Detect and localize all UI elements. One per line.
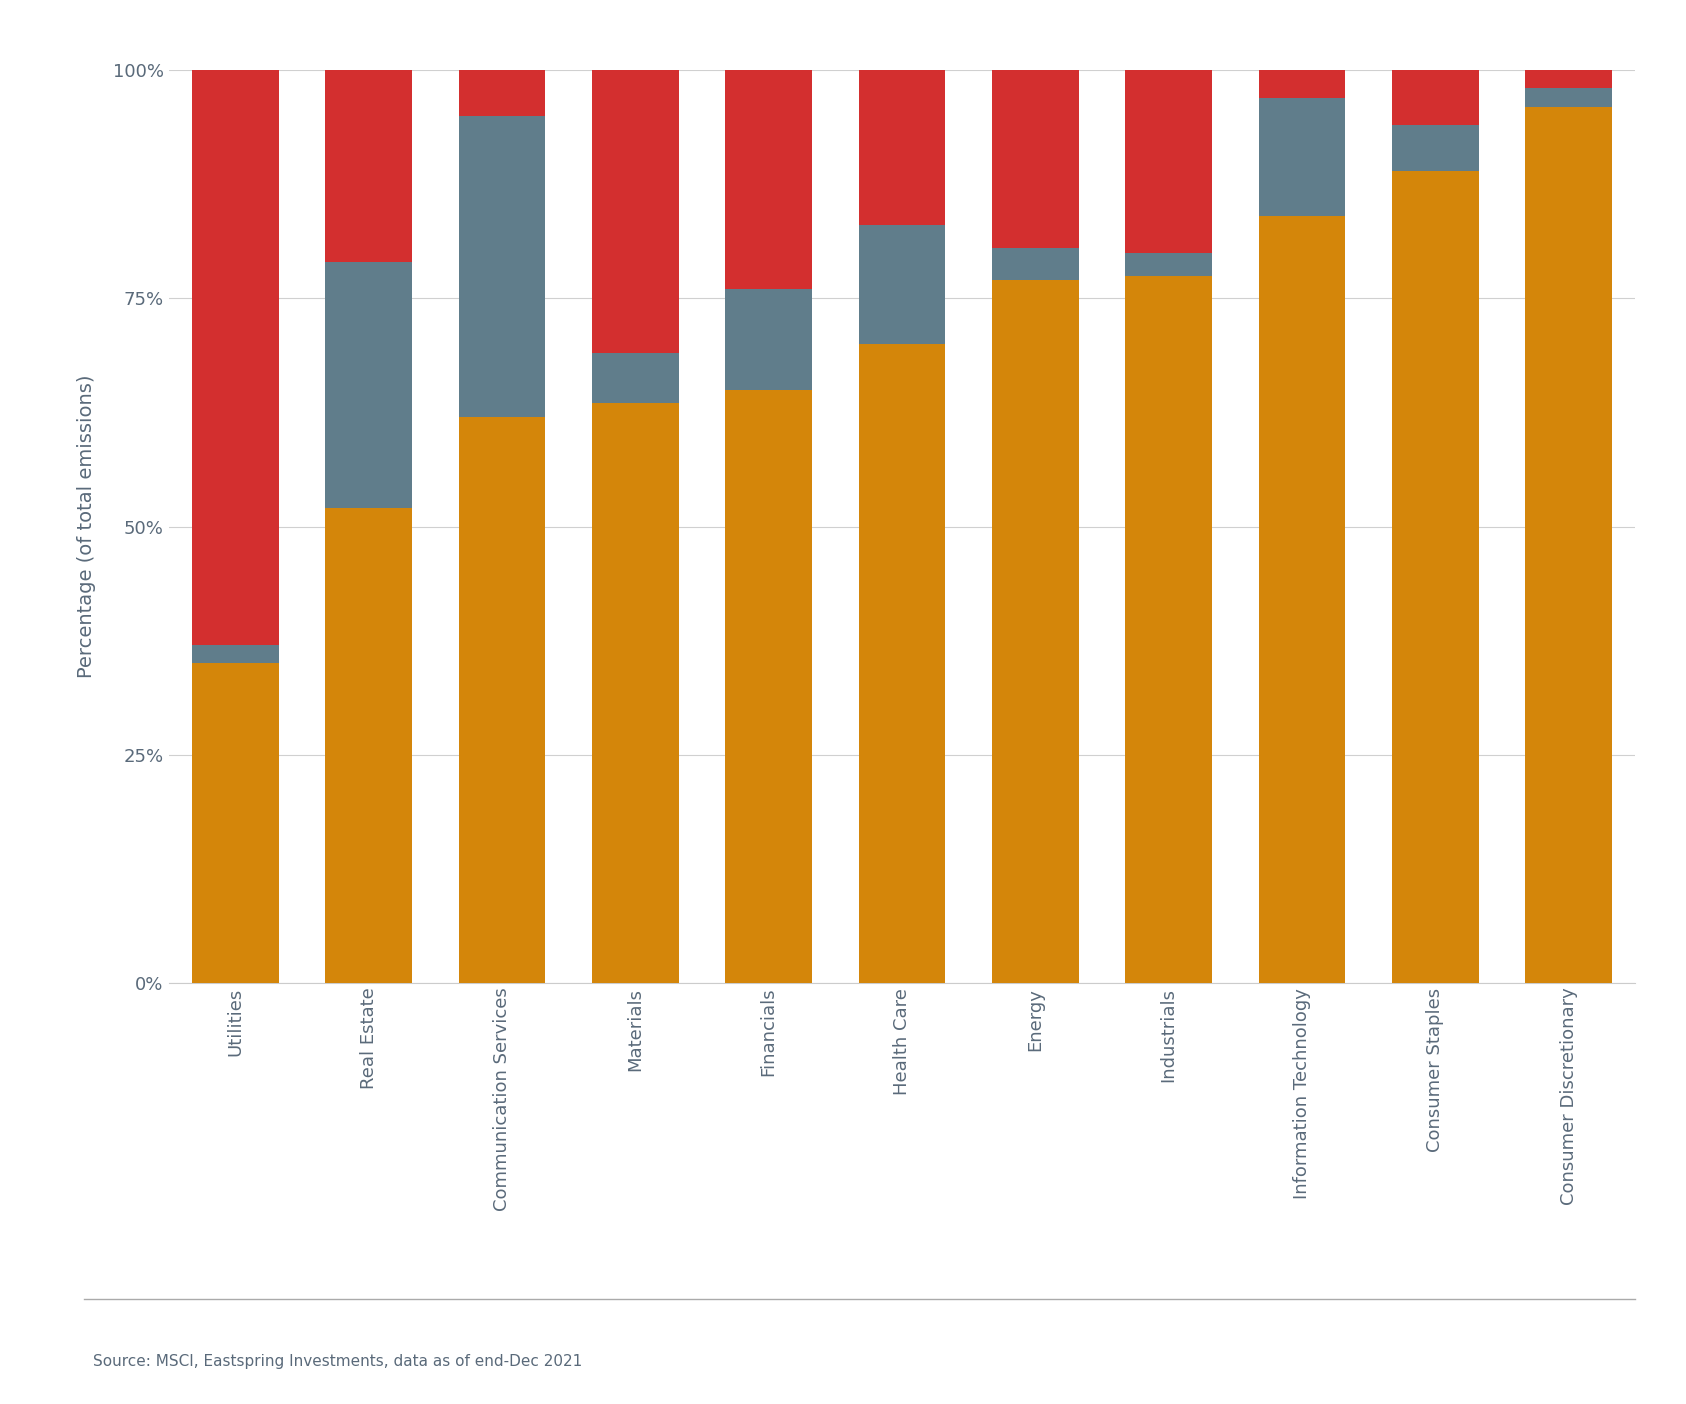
Text: Source: MSCI, Eastspring Investments, data as of end-Dec 2021: Source: MSCI, Eastspring Investments, da…: [93, 1353, 582, 1369]
Bar: [991, 279, 1079, 983]
Bar: [459, 117, 545, 417]
Bar: [459, 70, 545, 117]
Bar: [1259, 98, 1345, 216]
Bar: [858, 225, 946, 344]
Bar: [858, 70, 946, 225]
Bar: [858, 344, 946, 983]
Bar: [991, 249, 1079, 279]
Bar: [1259, 216, 1345, 983]
Bar: [325, 508, 411, 983]
Bar: [459, 417, 545, 983]
Bar: [1393, 170, 1479, 983]
Bar: [1526, 70, 1612, 88]
Bar: [192, 70, 278, 646]
Bar: [1526, 107, 1612, 983]
Bar: [1259, 70, 1345, 97]
Bar: [325, 261, 411, 508]
Y-axis label: Percentage (of total emissions): Percentage (of total emissions): [78, 375, 96, 678]
Bar: [725, 70, 813, 289]
Bar: [192, 664, 278, 983]
Bar: [1393, 70, 1479, 125]
Bar: [1125, 275, 1212, 983]
Bar: [325, 70, 411, 261]
Bar: [592, 403, 679, 983]
Bar: [1526, 88, 1612, 107]
Bar: [592, 70, 679, 352]
Bar: [725, 390, 813, 983]
Bar: [725, 289, 813, 390]
Bar: [991, 70, 1079, 249]
Bar: [592, 352, 679, 403]
Bar: [1125, 253, 1212, 275]
Bar: [1125, 70, 1212, 253]
Bar: [1393, 125, 1479, 170]
Bar: [192, 646, 278, 664]
